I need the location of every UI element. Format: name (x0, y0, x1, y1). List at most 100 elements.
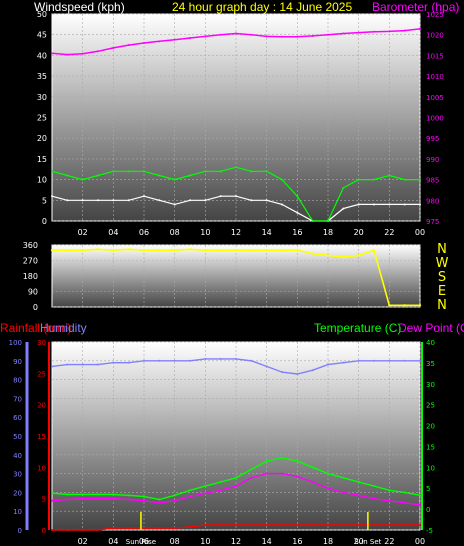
compass-label: W (436, 256, 449, 271)
data-point (311, 369, 314, 372)
wind-y-tick-label: 35 (37, 72, 47, 81)
baro-y-tick-label: 980 (426, 197, 439, 205)
data-point (97, 174, 99, 177)
data-point (158, 501, 161, 504)
data-point (173, 527, 176, 530)
baro-y-tick-label: 985 (426, 177, 439, 185)
data-point (373, 485, 375, 488)
data-point (373, 359, 375, 362)
data-point (97, 199, 99, 202)
data-point (388, 174, 391, 177)
data-point (357, 480, 360, 483)
wind-y-tick-label: 20 (37, 134, 47, 143)
baro-y-tick-label: 990 (426, 156, 439, 164)
data-point (143, 527, 145, 530)
data-point (281, 456, 283, 459)
wind-y-tick-label: 30 (37, 93, 47, 102)
data-point (66, 493, 69, 496)
data-point (419, 359, 421, 362)
temperature-label: Temperature (C) (314, 321, 402, 335)
humidity-y-tick-label: 40 (13, 452, 22, 460)
data-point (81, 248, 84, 252)
data-point (127, 248, 130, 251)
data-point (173, 494, 176, 497)
header-right-title: Barometer (hpa) (372, 0, 460, 14)
data-point (112, 497, 115, 500)
data-point (173, 38, 176, 41)
data-point (173, 359, 176, 362)
data-point (357, 359, 360, 362)
data-point (373, 497, 375, 500)
data-point (112, 46, 115, 49)
data-point (66, 53, 69, 56)
wind-y-tick-label: 15 (37, 155, 47, 164)
data-point (327, 487, 329, 490)
data-point (127, 44, 130, 47)
data-point (327, 523, 329, 526)
data-point (296, 372, 299, 375)
data-point (418, 304, 422, 307)
data-point (419, 178, 421, 181)
data-point (373, 30, 375, 33)
data-point (388, 203, 391, 206)
data-point (204, 523, 207, 526)
rain-y-tick-label: 10 (37, 464, 46, 472)
data-point (250, 359, 253, 362)
data-point (357, 523, 360, 526)
data-point (127, 498, 130, 501)
temp-y-tick-label: 15 (426, 443, 435, 451)
wind-x-tick-label: 14 (262, 228, 272, 237)
baro-y-tick-label: 995 (426, 135, 439, 143)
data-point (81, 52, 84, 55)
data-point (97, 50, 99, 53)
wind-x-tick-label: 04 (108, 228, 118, 237)
dir-y-tick-label: 360 (23, 241, 38, 250)
rain-y-tick-label: 30 (37, 339, 46, 347)
data-point (419, 203, 421, 206)
wind-y-tick-label: 45 (37, 31, 47, 40)
data-point (50, 248, 54, 252)
data-point (173, 203, 176, 206)
rain-y-tick-label: 5 (42, 496, 46, 504)
rain-y-tick-label: 20 (37, 402, 46, 410)
data-point (112, 527, 115, 530)
data-point (311, 466, 314, 469)
wind-x-tick-label: 16 (292, 228, 302, 237)
baro-y-tick-label: 1015 (426, 52, 444, 60)
data-point (112, 361, 115, 364)
data-point (158, 359, 161, 362)
data-point (250, 468, 253, 471)
data-point (189, 489, 191, 492)
data-point (342, 207, 345, 210)
humidity-y-tick-label: 10 (13, 508, 22, 516)
data-point (311, 220, 314, 222)
temp-x-tick-label: 20 (354, 537, 364, 546)
data-point (388, 489, 391, 492)
temp-y-tick-label: 10 (426, 464, 435, 472)
wind-x-tick-label: 22 (384, 228, 394, 237)
data-point (142, 248, 146, 252)
data-point (189, 174, 191, 177)
data-point (97, 529, 99, 531)
data-point (311, 252, 314, 255)
data-point (127, 199, 130, 202)
data-point (158, 248, 161, 252)
data-point (265, 365, 268, 368)
sun-marker-label: Sun Rise (126, 538, 156, 546)
data-point (66, 248, 69, 252)
data-point (235, 32, 237, 35)
data-point (403, 178, 406, 181)
data-point (372, 248, 376, 252)
data-point (265, 248, 268, 252)
data-point (357, 203, 360, 206)
data-point (311, 480, 314, 483)
temp-y-tick-label: 5 (426, 485, 430, 493)
data-point (265, 523, 268, 526)
data-point (51, 170, 53, 173)
humidity-y-tick-label: 70 (13, 395, 22, 403)
data-point (66, 498, 69, 501)
data-point (51, 492, 53, 495)
data-point (357, 31, 360, 34)
